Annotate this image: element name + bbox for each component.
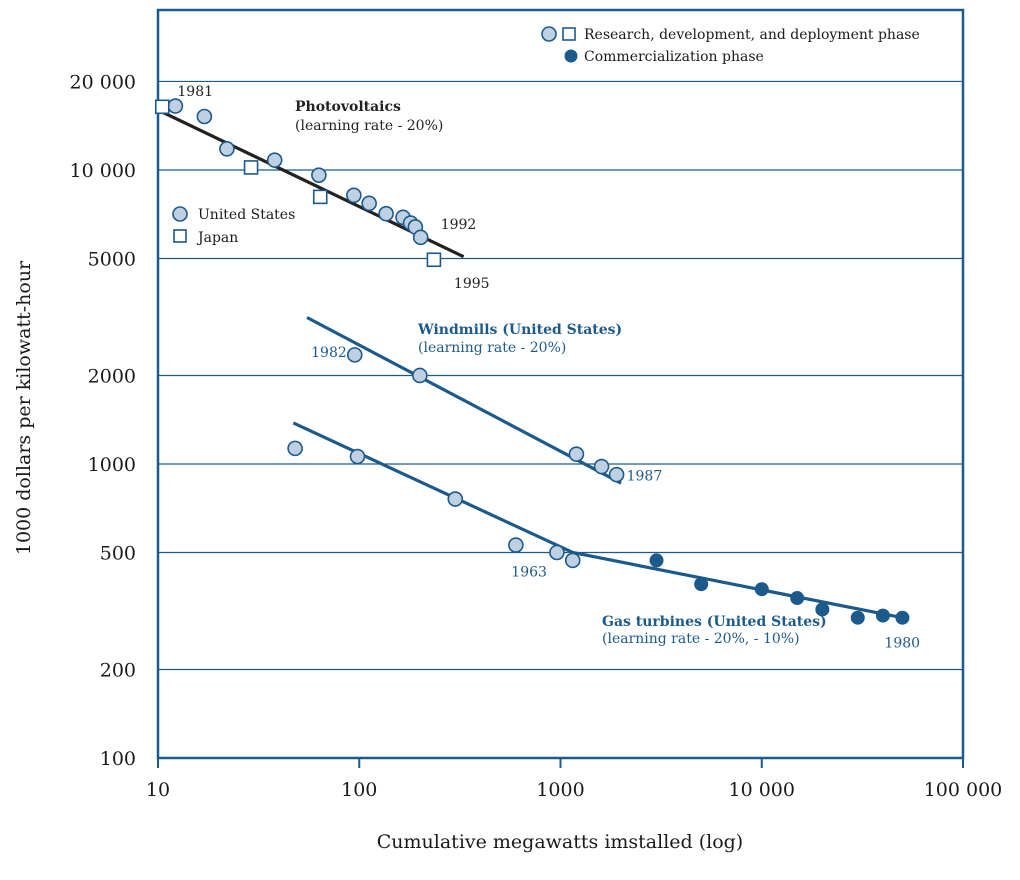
legend-rdd-square-marker	[562, 27, 576, 41]
year-label: 1992	[441, 217, 477, 233]
x-tick-label: 1000	[536, 779, 584, 801]
gas-series-name: Gas turbines (United States)	[602, 614, 827, 630]
gas-commercial-point	[815, 602, 830, 617]
gas-rdd-point	[549, 544, 565, 561]
pv-us-point	[219, 141, 235, 157]
wind-point	[568, 446, 585, 462]
year-label: 1995	[454, 276, 490, 292]
gas-rdd-point	[564, 552, 581, 569]
y-tick-label: 5000	[88, 248, 136, 270]
annotations: 1981 1992 1995 1982 1987 1963 1980	[177, 84, 920, 652]
gridlines	[158, 80, 963, 671]
y-tick-label: 20 000	[70, 71, 136, 93]
gas-commercial-point	[694, 577, 709, 592]
y-axis-title: 1000 dollars per kilowatt-hour	[13, 260, 35, 555]
legend-commercial-marker	[564, 49, 578, 63]
legend-us-marker	[172, 206, 188, 222]
legend-japan-label: Japan	[196, 230, 238, 246]
wind-point	[608, 466, 625, 483]
gas-rdd-point	[447, 491, 464, 507]
x-tick-label: 100	[341, 779, 377, 801]
country-legend: United States Japan	[172, 206, 295, 246]
wind-trend-line	[306, 316, 622, 485]
series-labels: Photovoltaics (learning rate - 20%) Wind…	[295, 99, 827, 647]
x-tick-label: 10	[146, 779, 170, 801]
legend-rdd-label: Research, development, and deployment ph…	[584, 27, 920, 43]
legend-japan-marker	[173, 229, 187, 243]
gas-commercial-point	[850, 610, 865, 625]
y-tick-label: 10 000	[70, 160, 136, 182]
y-tick-label: 2000	[88, 365, 136, 387]
trend-lines	[157, 108, 903, 620]
x-axis-ticks: 10 100 1000 10 000 100 000	[146, 758, 1002, 801]
pv-us-point	[196, 108, 213, 125]
plot-frame	[156, 8, 965, 760]
legend-rdd-circle-marker	[541, 26, 557, 42]
gas-commercial-point	[754, 582, 769, 597]
x-tick-label: 100 000	[924, 779, 1003, 801]
y-tick-label: 1000	[88, 454, 136, 476]
gas-commercial-point	[875, 608, 890, 623]
x-tick-label: 10 000	[729, 779, 795, 801]
legend-us-label: United States	[198, 207, 295, 223]
gas-rdd-point	[349, 448, 366, 465]
wind-point	[412, 367, 428, 384]
pv-us-point	[361, 195, 377, 212]
gas-commercial-point	[649, 553, 664, 568]
y-axis-ticks: 100 200 500 1000 2000 5000 10 000 20 000	[70, 71, 136, 770]
year-label: 1980	[884, 636, 920, 652]
phase-legend: Research, development, and deployment ph…	[541, 26, 920, 65]
pv-us-point	[266, 152, 283, 168]
pv-us-point	[311, 167, 327, 183]
legend-commercial-label: Commercialization phase	[584, 49, 764, 65]
pv-japan-point	[426, 252, 442, 268]
year-label: 1987	[627, 469, 663, 485]
pv-series-subtitle: (learning rate - 20%)	[295, 118, 443, 134]
year-label: 1981	[177, 84, 213, 100]
pv-japan-point	[312, 189, 328, 205]
pv-us-point	[412, 229, 429, 246]
pv-japan-point	[154, 99, 170, 115]
pv-us-point	[167, 98, 184, 114]
wind-series-subtitle: (learning rate - 20%)	[418, 340, 566, 356]
data-points	[154, 98, 910, 625]
pv-series-name: Photovoltaics	[295, 99, 401, 115]
gas-series-subtitle: (learning rate - 20%, - 10%)	[602, 631, 800, 647]
wind-series-name: Windmills (United States)	[417, 322, 622, 338]
pv-japan-point	[243, 160, 259, 175]
gas-commercial-point	[895, 610, 910, 625]
pv-us-point	[346, 187, 362, 204]
gas-rdd-point	[508, 537, 524, 553]
year-label: 1982	[311, 345, 347, 361]
pv-us-point	[378, 205, 394, 222]
gas-trend-line	[292, 421, 903, 620]
gas-rdd-point	[287, 440, 303, 457]
y-tick-label: 100	[100, 748, 136, 770]
x-axis-title: Cumulative megawatts imstalled (log)	[377, 831, 743, 853]
y-tick-label: 500	[100, 542, 136, 564]
wind-point	[346, 347, 363, 363]
y-tick-label: 200	[100, 659, 136, 681]
year-label: 1963	[511, 564, 547, 580]
wind-point	[593, 458, 610, 475]
gas-commercial-point	[790, 591, 805, 606]
